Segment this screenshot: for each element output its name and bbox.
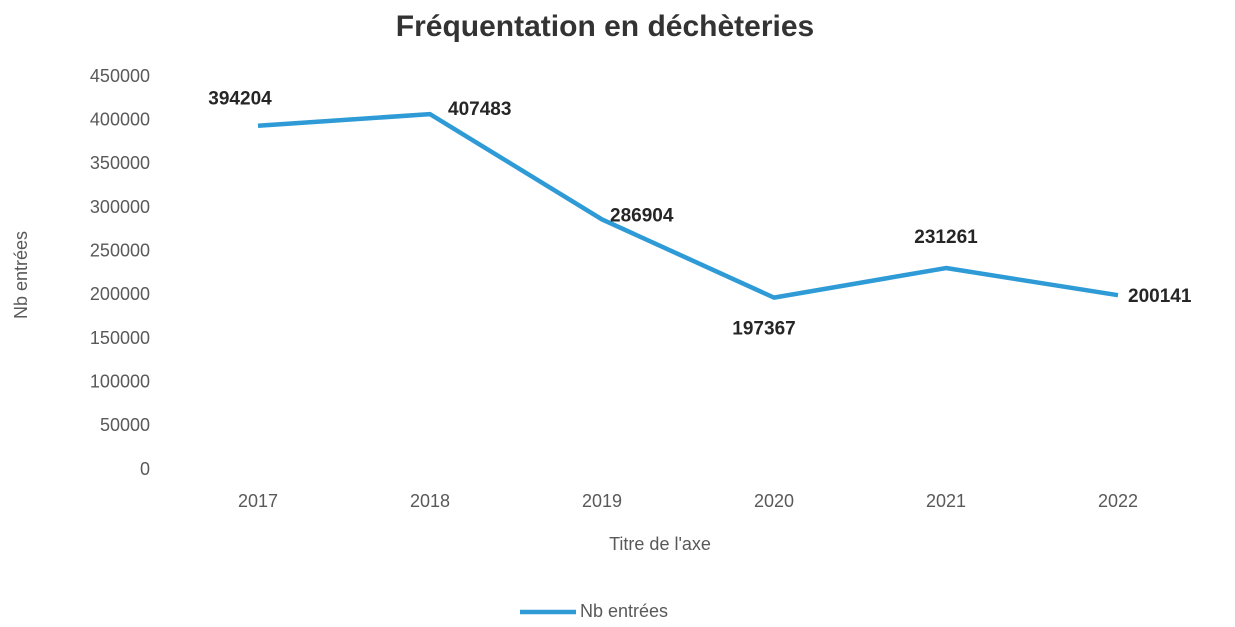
y-tick-label: 100000 xyxy=(90,371,150,391)
y-tick-label: 0 xyxy=(140,459,150,479)
y-tick-label: 400000 xyxy=(90,109,150,129)
x-tick-label: 2021 xyxy=(926,491,966,511)
y-tick-label: 250000 xyxy=(90,240,150,260)
y-tick-label: 450000 xyxy=(90,66,150,86)
x-axis-title: Titre de l'axe xyxy=(609,534,711,554)
data-label: 394204 xyxy=(208,89,272,110)
x-tick-label: 2018 xyxy=(410,491,450,511)
data-label: 286904 xyxy=(610,205,674,226)
y-tick-label: 200000 xyxy=(90,284,150,304)
y-tick-label: 50000 xyxy=(100,415,150,435)
chart-title: Fréquentation en déchèteries xyxy=(396,10,814,43)
y-tick-label: 300000 xyxy=(90,197,150,217)
x-tick-label: 2019 xyxy=(582,491,622,511)
data-label: 197367 xyxy=(732,319,795,340)
data-label: 407483 xyxy=(448,99,511,120)
x-tick-label: 2020 xyxy=(754,491,794,511)
y-tick-label: 350000 xyxy=(90,153,150,173)
y-tick-label: 150000 xyxy=(90,328,150,348)
data-label: 200141 xyxy=(1128,286,1192,307)
x-tick-label: 2022 xyxy=(1098,491,1138,511)
y-axis-title: Nb entrées xyxy=(11,231,31,319)
line xyxy=(257,111,1119,300)
legend-label: Nb entrées xyxy=(580,601,668,621)
x-tick-label: 2017 xyxy=(238,491,278,511)
data-label: 231261 xyxy=(914,227,978,248)
